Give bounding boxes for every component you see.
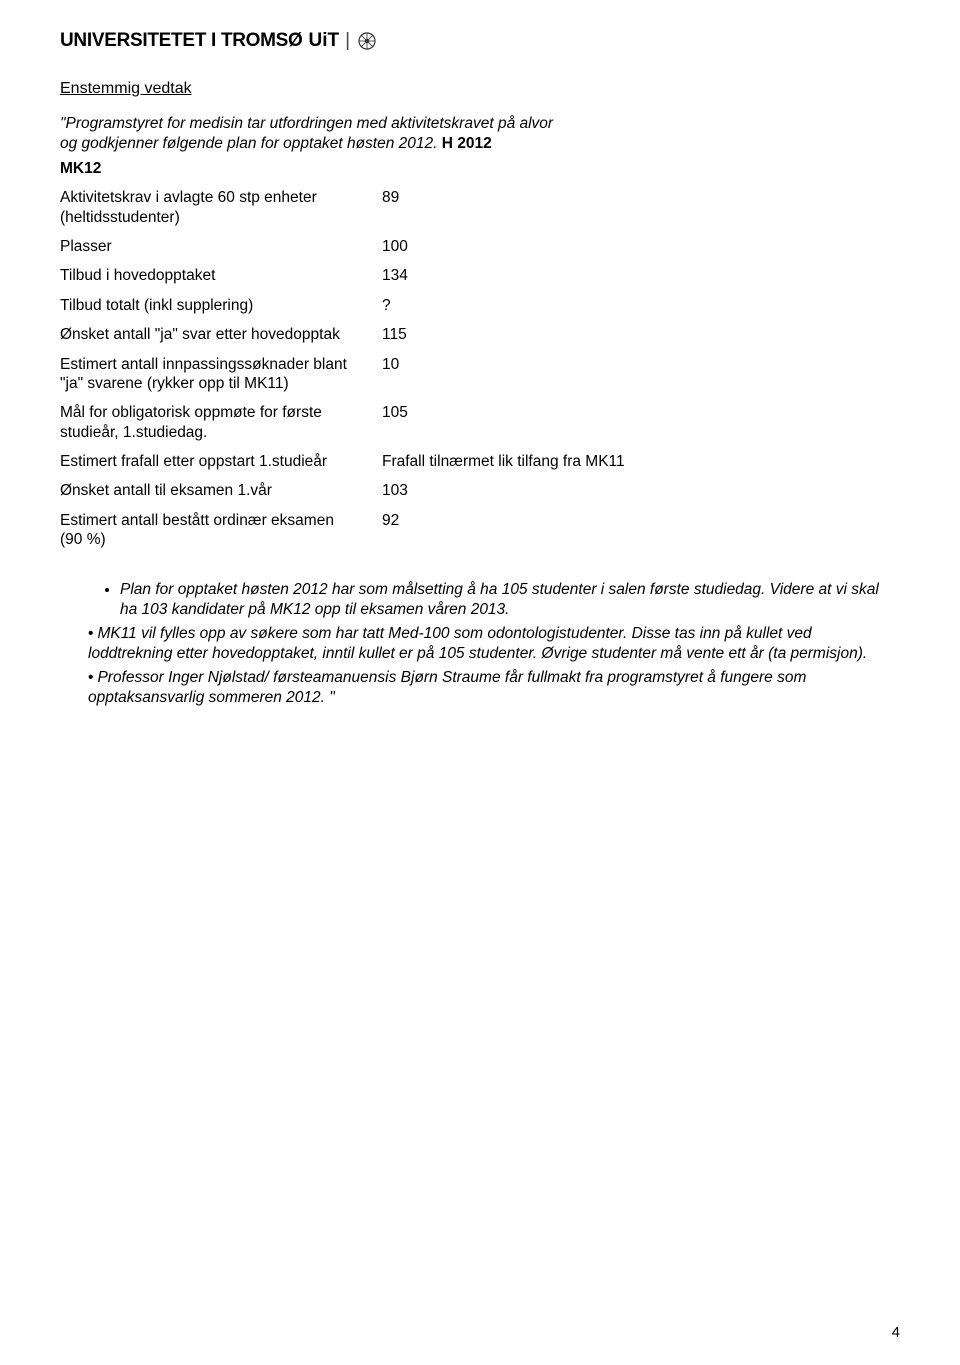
- table-row-value: Frafall tilnærmet lik tilfang fra MK11: [382, 452, 900, 471]
- table-row-label: Mål for obligatorisk oppmøte for første …: [60, 403, 350, 442]
- brand-main: UNIVERSITETET I TROMSØ: [60, 30, 303, 52]
- table-row-label: Estimert frafall etter oppstart 1.studie…: [60, 452, 350, 471]
- intro-code: H 2012: [442, 135, 492, 152]
- table-row-value: 105: [382, 403, 900, 442]
- table-row-label: Tilbud totalt (inkl supplering): [60, 296, 350, 315]
- table-row-value: 115: [382, 325, 900, 344]
- table-row-value: 100: [382, 237, 900, 256]
- section-label: MK12: [60, 160, 900, 178]
- table-row-label: Estimert antall bestått ordinær eksamen …: [60, 511, 350, 550]
- page-number: 4: [892, 1324, 900, 1341]
- page-header: UNIVERSITETET I TROMSØ UiT |: [60, 30, 900, 52]
- brand-uit: UiT: [309, 30, 340, 52]
- table-row-label: Ønsket antall "ja" svar etter hovedoppta…: [60, 325, 350, 344]
- table-row-label: Aktivitetskrav i avlagte 60 stp enheter …: [60, 188, 350, 227]
- table-row-value: 10: [382, 355, 900, 394]
- table-row-value: 103: [382, 481, 900, 500]
- intro-line2: og godkjenner følgende plan for opptaket…: [60, 135, 442, 152]
- table-row-label: Estimert antall innpassingssøknader blan…: [60, 355, 350, 394]
- data-table: Aktivitetskrav i avlagte 60 stp enheter …: [60, 188, 900, 549]
- intro-line1: "Programstyret for medisin tar utfordrin…: [60, 115, 553, 132]
- uit-logo-icon: [358, 32, 376, 50]
- table-row-label: Ønsket antall til eksamen 1.vår: [60, 481, 350, 500]
- table-row-label: Plasser: [60, 237, 350, 256]
- bullet-list: Plan for opptaket høsten 2012 har som må…: [120, 580, 900, 709]
- brand-separator: |: [345, 30, 350, 52]
- table-row-value: 134: [382, 266, 900, 285]
- table-row-value: 89: [382, 188, 900, 227]
- table-row-value: ?: [382, 296, 900, 315]
- intro-paragraph: "Programstyret for medisin tar utfordrin…: [60, 114, 900, 154]
- list-item: Plan for opptaket høsten 2012 har som må…: [120, 580, 900, 620]
- table-row-label: Tilbud i hovedopptaket: [60, 266, 350, 285]
- list-item: MK11 vil fylles opp av søkere som har ta…: [88, 624, 900, 664]
- resolution-heading: Enstemmig vedtak: [60, 80, 900, 98]
- table-row-value: 92: [382, 511, 900, 550]
- list-item: Professor Inger Njølstad/ førsteamanuens…: [88, 668, 900, 708]
